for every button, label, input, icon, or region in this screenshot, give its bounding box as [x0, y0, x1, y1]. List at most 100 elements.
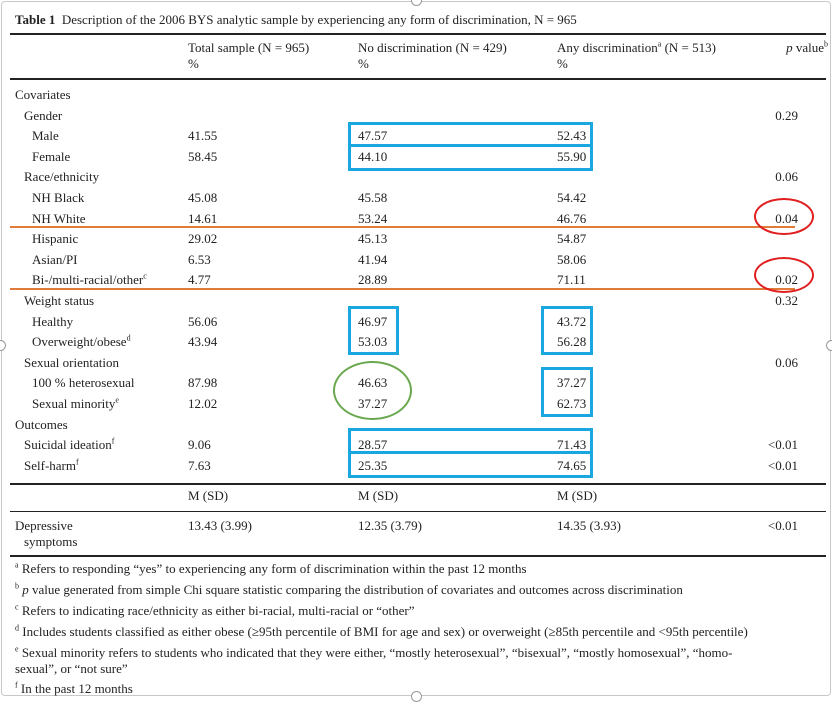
cell-total: 6.53: [188, 251, 211, 267]
header-rule: [10, 78, 826, 80]
footnote-e: e Sexual minority refers to students who…: [15, 644, 733, 676]
cell-total: 58.45: [188, 148, 218, 164]
highlight-box-sexual-any: [541, 367, 593, 417]
resize-handle-right[interactable]: [826, 340, 832, 351]
row-label: Bi-/multi-racial/otherc: [32, 272, 147, 288]
cell-total: 56.06: [188, 313, 218, 329]
cell-total: 87.98: [188, 375, 218, 391]
row-label: Hispanic: [32, 231, 79, 247]
msd-rule: [10, 511, 826, 512]
header-any-discrimination: Any discriminationa (N = 513)%: [557, 39, 716, 71]
footnote-d: d Includes students classified as either…: [15, 623, 748, 639]
circle-p-0-04: [754, 198, 814, 235]
header-no-discrimination: No discrimination (N = 429)%: [358, 40, 507, 71]
cell-total: 29.02: [188, 231, 218, 247]
cell-any-discrimination: 54.42: [557, 190, 587, 205]
outcomes-rule: [10, 483, 826, 485]
msd-total: M (SD): [188, 488, 229, 503]
cell-total: 4.77: [188, 272, 211, 288]
cell-p-value: 0.32: [775, 293, 798, 308]
row-label: NH Black: [32, 190, 85, 205]
cell-any-discrimination: 37.27: [557, 375, 587, 391]
row-label: Suicidal ideationf: [24, 436, 115, 453]
underline-nh-white: [10, 226, 795, 228]
highlight-box-female: [348, 144, 593, 171]
row-label: Race/ethnicity: [24, 169, 100, 185]
cell-no-discrimination: 28.89: [358, 272, 388, 288]
cell-total: 14.61: [188, 210, 218, 226]
cell-no-discrimination: 53.03: [358, 334, 388, 350]
depressive-nodisc: 12.35 (3.79): [358, 518, 422, 533]
row-label: 100 % heterosexual: [32, 375, 135, 391]
cell-no-discrimination: 25.35: [358, 457, 388, 473]
cell-any-discrimination: 71.11: [557, 272, 586, 288]
cell-total: 41.55: [188, 128, 218, 144]
cell-no-discrimination: 41.94: [358, 251, 388, 267]
cell-p-value: 0.29: [775, 107, 798, 123]
cell-no-discrimination: 46.97: [358, 313, 388, 329]
cell-no-discrimination: 45.13: [358, 231, 388, 247]
cell-any-discrimination: 56.28: [557, 334, 587, 350]
header-total: Total sample (N = 965)%: [188, 40, 310, 71]
cell-no-discrimination: 44.10: [358, 148, 388, 164]
row-label: Sexual minoritye: [32, 395, 119, 411]
cell-total: 12.02: [188, 396, 218, 411]
depressive-label-2: symptoms: [24, 534, 78, 549]
row-label: Asian/PI: [32, 251, 78, 267]
row-label: Female: [32, 148, 71, 164]
cell-p-value: 0.06: [775, 169, 798, 185]
caption-text: Description of the 2006 BYS analytic sam…: [61, 12, 577, 27]
cell-any-discrimination: 55.90: [557, 148, 587, 164]
highlight-box-weight-nodisc: [348, 306, 399, 355]
row-label: Weight status: [24, 293, 95, 308]
cell-any-discrimination: 71.43: [557, 437, 587, 453]
depressive-total: 13.43 (3.99): [188, 518, 252, 533]
underline-bi-multi: [10, 288, 795, 290]
row-label: Self-harmf: [24, 457, 79, 473]
footnote-c: c Refers to indicating race/ethnicity as…: [15, 602, 415, 618]
depressive-p: <0.01: [767, 518, 798, 533]
circle-sexual-nodisc: [333, 361, 412, 420]
footnote-a: a Refers to responding “yes” to experien…: [15, 560, 527, 576]
table-caption: Table 1 Description of the 2006 BYS anal…: [15, 12, 577, 27]
cell-no-discrimination: 47.57: [358, 128, 388, 144]
cell-any-discrimination: 43.72: [557, 313, 587, 329]
row-label: Covariates: [15, 87, 71, 102]
header-p-value: p valueb: [786, 39, 828, 55]
cell-any-discrimination: 74.65: [557, 457, 587, 473]
depressive-any: 14.35 (3.93): [557, 518, 621, 533]
cell-any-discrimination: 58.06: [557, 251, 587, 267]
row-label: Outcomes: [15, 416, 68, 432]
footnote-b: b p value generated from simple Chi squa…: [15, 581, 683, 597]
msd-nodisc: M (SD): [358, 488, 399, 503]
cell-no-discrimination: 53.24: [358, 210, 388, 226]
cell-p-value: 0.06: [775, 354, 798, 370]
row-label: Gender: [24, 107, 63, 123]
cell-p-value: <0.01: [767, 437, 798, 453]
cell-total: 9.06: [188, 437, 211, 453]
cell-any-discrimination: 46.76: [557, 210, 587, 226]
cell-total: 45.08: [188, 190, 218, 205]
top-rule: [10, 33, 826, 35]
caption-label: Table 1: [15, 12, 56, 27]
cell-any-discrimination: 52.43: [557, 128, 587, 144]
msd-any: M (SD): [557, 488, 598, 503]
bottom-rule: [10, 555, 826, 557]
row-label: NH White: [32, 210, 86, 226]
cell-p-value: <0.01: [767, 457, 798, 473]
row-label: Healthy: [32, 313, 74, 329]
row-label: Male: [32, 128, 59, 144]
depressive-label: Depressive: [15, 518, 73, 533]
cell-any-discrimination: 62.73: [557, 396, 587, 411]
cell-no-discrimination: 28.57: [358, 437, 388, 453]
circle-p-0-02: [754, 257, 814, 293]
cell-total: 43.94: [188, 334, 218, 350]
cell-any-discrimination: 54.87: [557, 231, 587, 247]
footnote-f: f In the past 12 months: [15, 680, 133, 696]
highlight-box-self-harm: [348, 451, 593, 478]
row-label: Overweight/obesed: [32, 333, 131, 350]
cell-no-discrimination: 45.58: [358, 190, 388, 205]
highlight-box-weight-any: [541, 306, 593, 355]
row-label: Sexual orientation: [24, 354, 119, 370]
cell-total: 7.63: [188, 457, 211, 473]
